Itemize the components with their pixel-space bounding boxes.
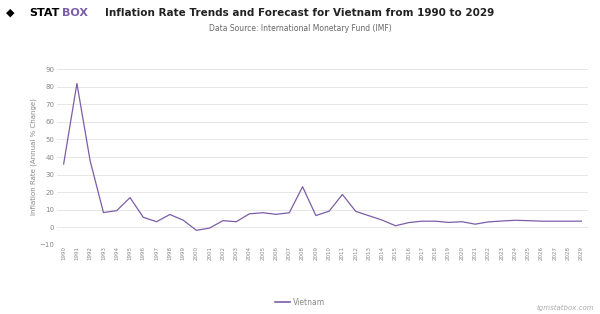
Text: tgmstatbox.com: tgmstatbox.com (536, 305, 594, 311)
Text: BOX: BOX (62, 8, 88, 18)
Legend: Vietnam: Vietnam (272, 295, 328, 310)
Y-axis label: Inflation Rate (Annual % Change): Inflation Rate (Annual % Change) (30, 99, 37, 215)
Text: STAT: STAT (29, 8, 59, 18)
Text: Data Source: International Monetary Fund (IMF): Data Source: International Monetary Fund… (209, 24, 391, 33)
Text: ◆: ◆ (6, 8, 14, 18)
Text: Inflation Rate Trends and Forecast for Vietnam from 1990 to 2029: Inflation Rate Trends and Forecast for V… (106, 8, 494, 18)
